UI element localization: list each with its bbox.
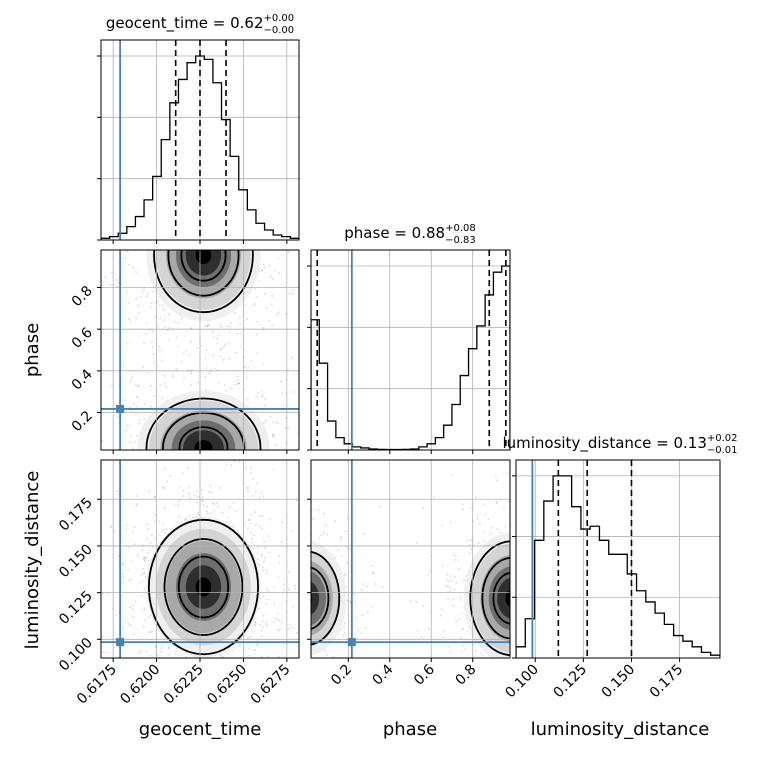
title-luminosity-distance: luminosity_distance = 0.13+0.02 −0.01 xyxy=(502,433,737,456)
x-tick-label: 0.6 xyxy=(411,661,438,688)
truth-lines xyxy=(101,40,534,658)
density-blob xyxy=(101,460,299,658)
panel-luminosity-distance-vs-phase xyxy=(311,472,510,658)
y-tick-label: 0.8 xyxy=(69,283,96,310)
y-axis-label-luminosity-distance: luminosity_distance xyxy=(22,471,43,650)
truth-marker xyxy=(347,638,356,647)
x-tick-label: 0.150 xyxy=(599,662,639,702)
x-tick-label: 0.175 xyxy=(647,662,687,702)
x-tick-label: 0.125 xyxy=(551,662,591,702)
title-geocent-time: geocent_time = 0.62+0.00 −0.00 xyxy=(106,13,294,36)
panel-frame xyxy=(310,459,511,659)
x-tick-label: 0.6200 xyxy=(117,662,163,708)
panel-frame xyxy=(310,249,511,451)
x-tick-label: 0.4 xyxy=(370,661,397,688)
titles-and-axis-labels: geocent_time = 0.62+0.00 −0.00 phase = 0.8… xyxy=(22,13,738,740)
density-blob-right xyxy=(398,472,510,658)
panel-phase-vs-geocent-time xyxy=(101,250,299,450)
truth-marker xyxy=(116,404,125,413)
histogram-luminosity-distance xyxy=(516,475,720,658)
histogram-phase xyxy=(311,265,510,450)
x-tick-label: 0.6225 xyxy=(161,662,207,708)
x-tick-label: 0.6250 xyxy=(204,662,250,708)
y-tick-label: 0.175 xyxy=(56,495,96,535)
y-tick-label: 0.100 xyxy=(56,635,96,675)
panel-luminosity-distance-vs-geocent-time xyxy=(101,460,299,658)
y-tick-label: 0.125 xyxy=(56,588,96,628)
y-tick-label: 0.6 xyxy=(69,325,96,352)
y-tick-label: 0.150 xyxy=(56,541,96,581)
panel-frame xyxy=(515,459,721,659)
quantile-lines xyxy=(174,40,633,658)
x-tick-label: 0.6175 xyxy=(74,662,120,708)
y-tick-label: 0.4 xyxy=(69,366,96,393)
x-axis-label-luminosity-distance: luminosity_distance xyxy=(531,719,710,740)
x-axis-label-geocent-time: geocent_time xyxy=(139,719,262,740)
joint-density-panels xyxy=(101,250,510,658)
x-tick-label: 0.100 xyxy=(502,662,542,702)
title-phase: phase = 0.88+0.08 −0.83 xyxy=(344,223,475,246)
density-blob-lower xyxy=(101,331,299,450)
truth-marker xyxy=(116,638,125,647)
y-tick-label: 0.2 xyxy=(69,408,96,435)
x-tick-label: 0.8 xyxy=(452,662,479,689)
density-blob-upper xyxy=(104,250,299,434)
y-axis-label-phase: phase xyxy=(22,323,43,377)
x-tick-label: 0.2 xyxy=(328,662,355,689)
x-tick-label: 0.6275 xyxy=(248,662,294,708)
x-axis-label-phase: phase xyxy=(383,719,437,740)
density-blob-left xyxy=(311,500,418,658)
gridlines xyxy=(101,40,720,658)
